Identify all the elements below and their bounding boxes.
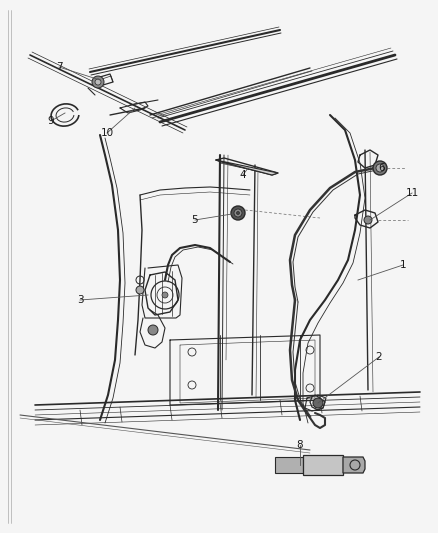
Circle shape bbox=[363, 216, 371, 224]
Circle shape bbox=[148, 325, 158, 335]
Text: 5: 5 bbox=[191, 215, 198, 225]
Text: 6: 6 bbox=[378, 163, 385, 173]
Polygon shape bbox=[215, 160, 277, 175]
Polygon shape bbox=[342, 457, 364, 473]
Text: 11: 11 bbox=[404, 188, 418, 198]
Text: 8: 8 bbox=[296, 440, 303, 450]
Text: 10: 10 bbox=[100, 128, 113, 138]
Circle shape bbox=[95, 79, 101, 85]
Circle shape bbox=[136, 286, 144, 294]
Circle shape bbox=[162, 292, 168, 298]
Text: 3: 3 bbox=[77, 295, 83, 305]
Text: 9: 9 bbox=[48, 116, 54, 126]
Circle shape bbox=[375, 164, 383, 172]
Text: 1: 1 bbox=[399, 260, 406, 270]
Text: 4: 4 bbox=[239, 170, 246, 180]
Polygon shape bbox=[274, 457, 302, 473]
Circle shape bbox=[230, 206, 244, 220]
Text: 2: 2 bbox=[375, 352, 381, 362]
Circle shape bbox=[233, 209, 241, 217]
Circle shape bbox=[92, 76, 104, 88]
Circle shape bbox=[236, 212, 239, 214]
Polygon shape bbox=[302, 455, 342, 475]
Circle shape bbox=[372, 161, 386, 175]
Text: 7: 7 bbox=[56, 62, 62, 72]
Circle shape bbox=[312, 398, 322, 408]
